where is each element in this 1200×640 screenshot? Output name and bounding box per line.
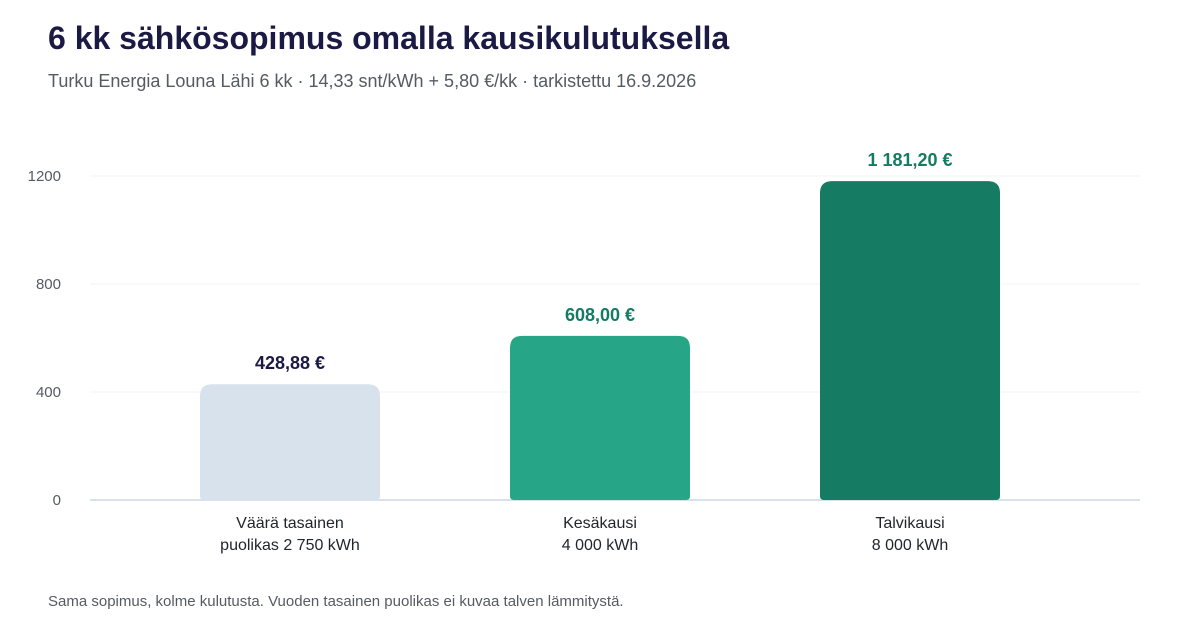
bar bbox=[820, 181, 1000, 501]
y-tick-label: 400 bbox=[36, 384, 61, 401]
x-tick-label: Kesäkausi bbox=[563, 515, 637, 532]
page-subtitle: Turku Energia Louna Lähi 6 kk · 14,33 sn… bbox=[48, 71, 697, 91]
page-title: 6 kk sähkösopimus omalla kausikulutuksel… bbox=[48, 20, 730, 56]
bar bbox=[200, 384, 380, 500]
x-tick-label: 4 000 kWh bbox=[562, 537, 638, 554]
x-tick-label: Talvikausi bbox=[875, 515, 944, 532]
x-tick-label: Väärä tasainen bbox=[236, 515, 344, 532]
x-tick-label: 8 000 kWh bbox=[872, 537, 948, 554]
y-tick-label: 0 bbox=[53, 492, 61, 509]
x-tick-label: puolikas 2 750 kWh bbox=[220, 537, 360, 554]
chart-footnote: Sama sopimus, kolme kulutusta. Vuoden ta… bbox=[48, 593, 624, 610]
y-tick-label: 1200 bbox=[28, 168, 61, 185]
bar-value-label: 608,00 € bbox=[565, 305, 635, 325]
bar-value-label: 1 181,20 € bbox=[867, 150, 952, 170]
bar-value-label: 428,88 € bbox=[255, 353, 325, 373]
y-tick-label: 800 bbox=[36, 276, 61, 293]
bar bbox=[510, 335, 690, 500]
